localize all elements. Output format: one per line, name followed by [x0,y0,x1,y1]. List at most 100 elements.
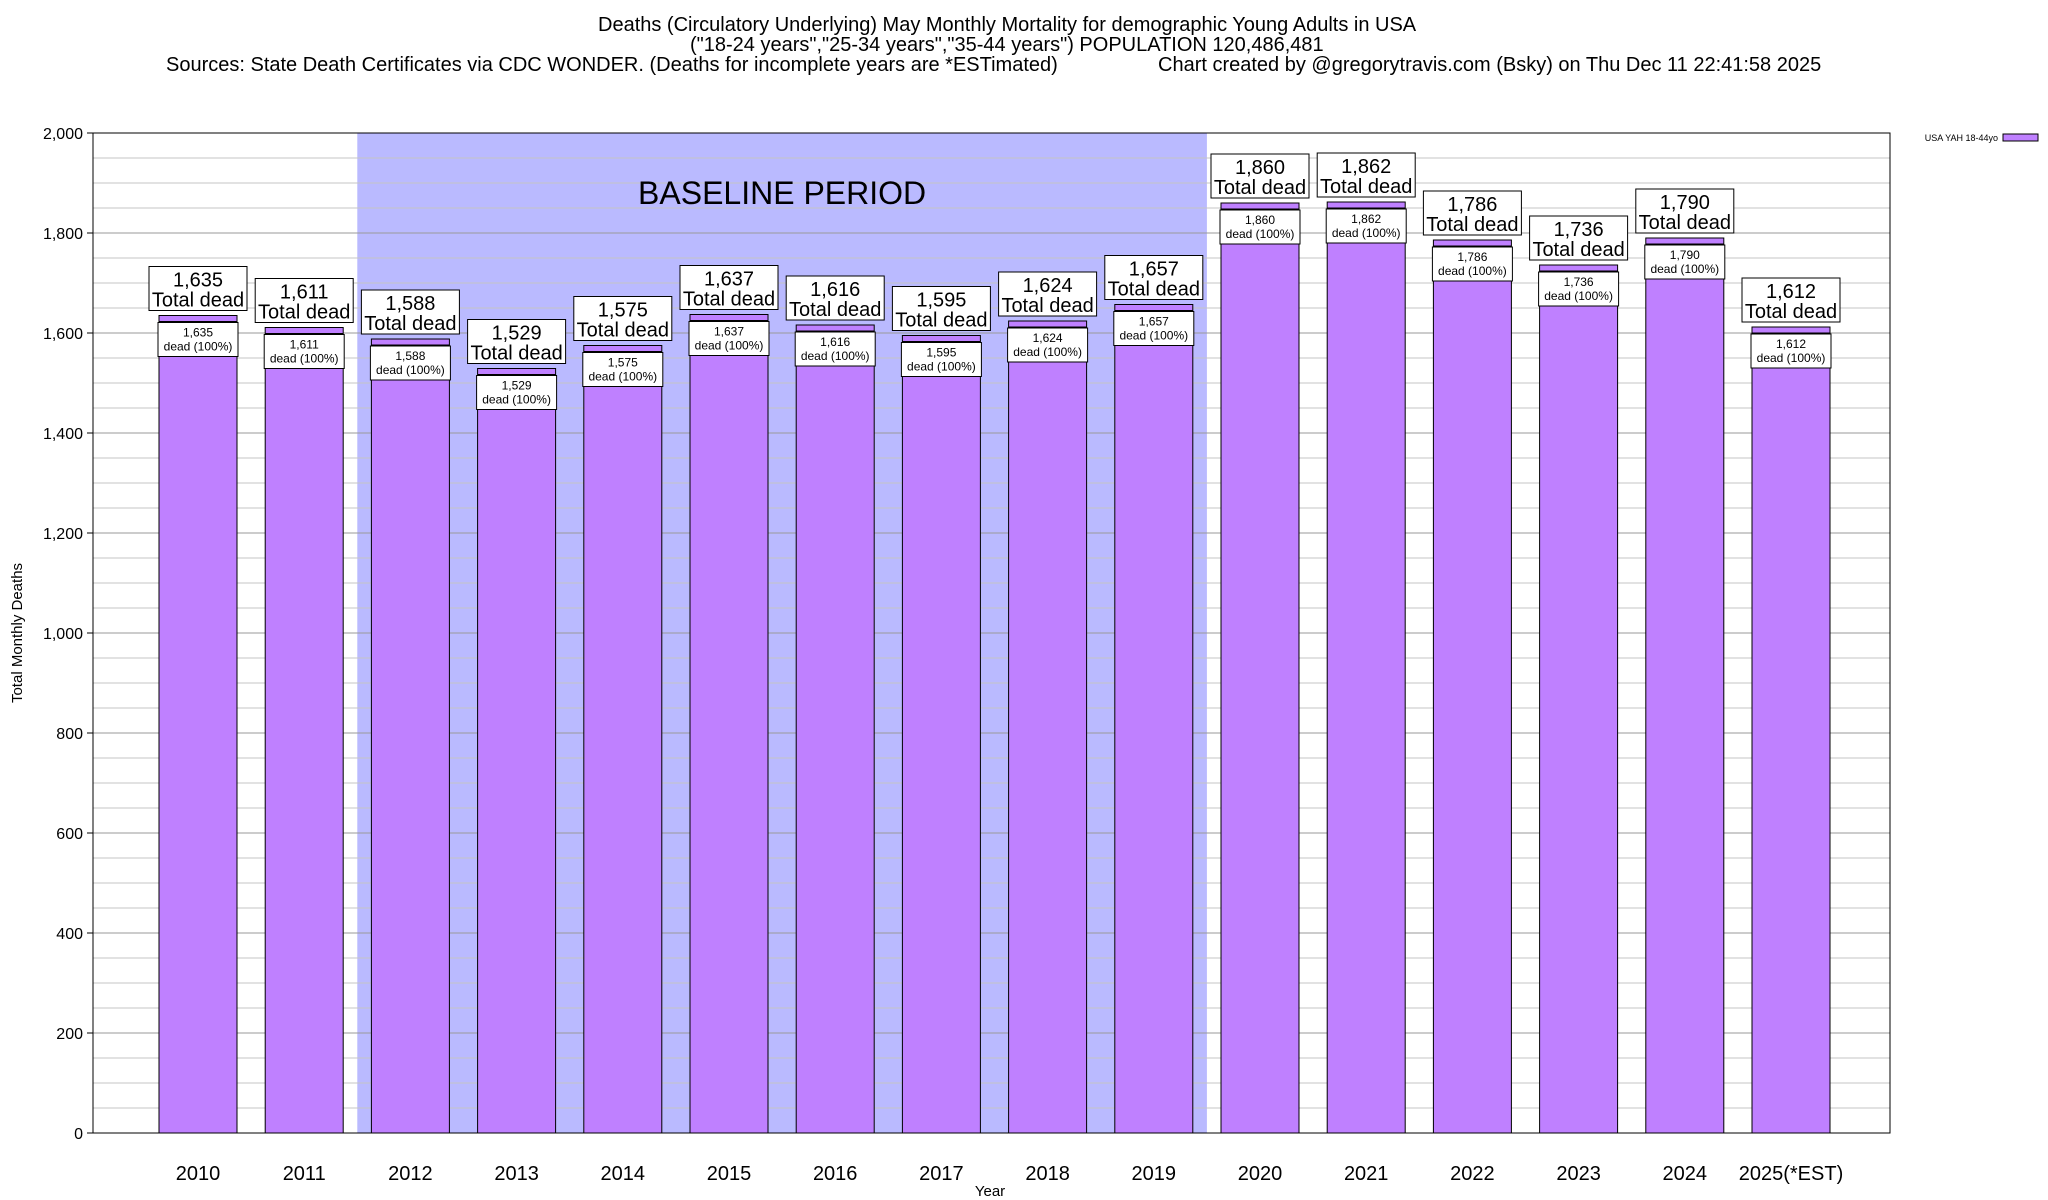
chart-title: Deaths (Circulatory Underlying) May Mont… [598,14,1417,36]
x-tick-label: 2011 [283,1163,326,1185]
inner-label-box [369,345,451,381]
inner-value-label: 1,624 [1033,331,1063,345]
total-dead-label: Total dead [1108,279,1200,301]
inner-percent-label: dead (100%) [164,340,233,354]
x-tick-label: 2012 [388,1163,433,1185]
inner-percent-label: dead (100%) [907,360,976,374]
total-dead-label: Total dead [1426,214,1518,236]
y-axis-title: Total Monthly Deaths [9,563,26,703]
x-tick-label: 2022 [1450,1163,1495,1185]
total-value-label: 1,860 [1235,157,1285,179]
total-value-label: 1,736 [1554,219,1604,241]
chart-subtitle: ("18-24 years","25-34 years","35-44 year… [690,34,1324,56]
inner-percent-label: dead (100%) [1332,226,1401,240]
total-dead-label: Total dead [1001,295,1093,317]
total-dead-label: Total dead [1320,176,1412,198]
total-dead-label: Total dead [1639,212,1731,234]
total-dead-label: Total dead [1532,239,1624,261]
total-value-label: 1,588 [385,293,435,315]
bar [1114,304,1194,1134]
total-value-label: 1,612 [1766,281,1816,303]
bar [1432,239,1512,1134]
chart-credit: Chart created by @gregorytravis.com (Bsk… [1158,54,1822,76]
total-label-box [148,266,248,311]
x-tick-label: 2021 [1344,1163,1389,1185]
x-tick-label: 2014 [601,1163,646,1185]
x-tick-label: 2025(*EST) [1739,1163,1844,1185]
y-tick-label: 0 [74,1126,83,1143]
total-value-label: 1,635 [173,270,223,292]
inner-percent-label: dead (100%) [1226,227,1295,241]
inner-percent-label: dead (100%) [1438,264,1507,278]
bar [583,345,663,1134]
y-tick-label: 200 [56,1026,83,1043]
bar [901,335,981,1134]
inner-percent-label: dead (100%) [588,370,657,384]
baseline-label: BASELINE PERIOD [638,175,926,211]
bar [1645,237,1725,1134]
inner-value-label: 1,612 [1776,337,1806,351]
total-value-label: 1,790 [1660,192,1710,214]
total-label-box [891,286,991,331]
bar [477,368,557,1134]
total-dead-label: Total dead [789,299,881,321]
bar [795,324,875,1134]
inner-percent-label: dead (100%) [482,393,551,407]
total-value-label: 1,637 [704,269,754,291]
y-tick-label: 1,800 [43,226,83,243]
x-axis-title: Year [975,1183,1005,1200]
inner-label-box [263,334,345,369]
x-tick-label: 2024 [1663,1163,1708,1185]
inner-value-label: 1,786 [1457,250,1487,264]
total-value-label: 1,862 [1341,156,1391,178]
inner-label-box [1113,311,1195,346]
inner-percent-label: dead (100%) [376,363,445,377]
inner-value-label: 1,736 [1564,275,1594,289]
inner-value-label: 1,862 [1351,212,1381,226]
inner-value-label: 1,790 [1670,248,1700,262]
inner-percent-label: dead (100%) [1119,329,1188,343]
inner-percent-label: dead (100%) [270,352,339,366]
total-label-box [467,319,567,364]
inner-percent-label: dead (100%) [1650,262,1719,276]
inner-value-label: 1,575 [608,356,638,370]
bar [264,327,344,1134]
y-tick-label: 400 [56,926,83,943]
inner-label-box [1431,246,1513,282]
inner-value-label: 1,588 [395,349,425,363]
inner-value-label: 1,860 [1245,213,1275,227]
total-value-label: 1,616 [810,279,860,301]
inner-label-box [476,375,558,410]
x-tick-label: 2013 [494,1163,539,1185]
total-dead-label: Total dead [364,313,456,335]
bar [1751,326,1831,1134]
total-value-label: 1,624 [1023,275,1073,297]
inner-label-box [582,352,664,387]
total-value-label: 1,657 [1129,259,1179,281]
bar [689,314,769,1134]
inner-label-box [1538,271,1620,307]
inner-label-box [1325,208,1407,244]
y-tick-label: 2,000 [43,126,83,143]
x-tick-label: 2015 [707,1163,752,1185]
total-label-box [998,271,1098,317]
y-tick-label: 1,200 [43,526,83,543]
total-value-label: 1,786 [1447,194,1497,216]
total-label-box [360,289,460,335]
total-dead-label: Total dead [1745,301,1837,323]
total-label-box [254,278,354,323]
inner-label-box [1007,327,1089,363]
total-label-box [1741,277,1841,323]
total-label-box [679,265,779,310]
y-tick-label: 1,600 [43,326,83,343]
total-value-label: 1,595 [916,290,966,312]
y-tick-label: 1,400 [43,426,83,443]
x-tick-label: 2016 [813,1163,858,1185]
inner-value-label: 1,611 [290,338,319,352]
bar [1220,202,1300,1134]
inner-percent-label: dead (100%) [695,339,764,353]
bar [1539,264,1619,1134]
inner-label-box [157,322,239,357]
inner-label-box [900,342,982,377]
